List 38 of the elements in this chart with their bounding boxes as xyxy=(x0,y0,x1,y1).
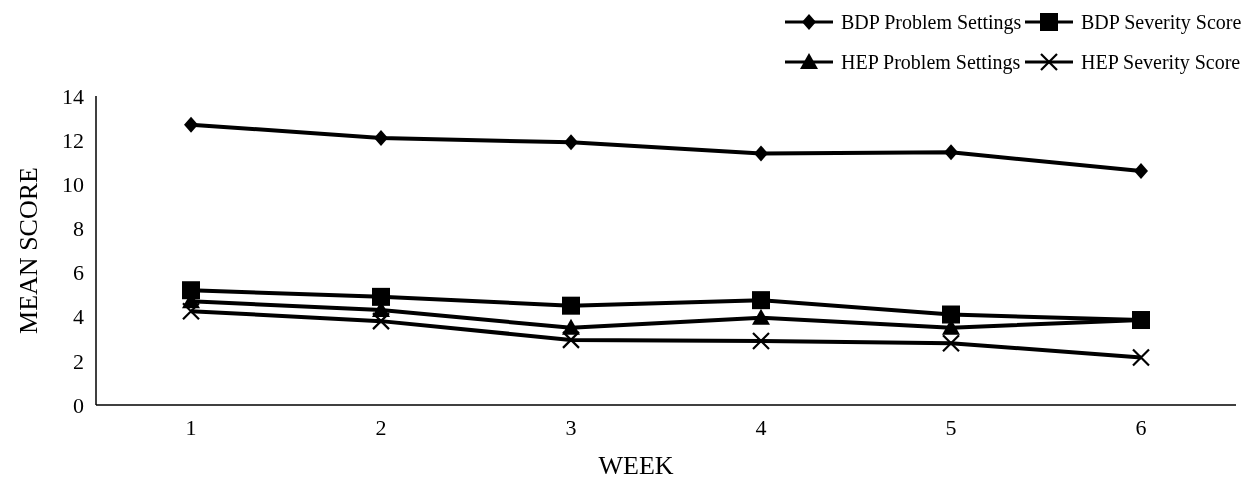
point xyxy=(181,302,201,321)
x-axis-title: WEEK xyxy=(598,451,674,480)
x-tick-label: 2 xyxy=(375,415,387,440)
y-tick-label: 6 xyxy=(73,260,84,286)
x-tick-label: 6 xyxy=(1135,415,1147,440)
point xyxy=(944,144,958,161)
point xyxy=(561,330,581,349)
y-tick-label: 8 xyxy=(73,216,84,242)
point xyxy=(942,305,960,324)
point xyxy=(564,134,578,151)
point xyxy=(941,334,961,353)
x-tick-label: 5 xyxy=(945,415,957,440)
point xyxy=(752,308,770,325)
legend-label: BDP Severity Score xyxy=(1081,11,1242,34)
y-tick-label: 2 xyxy=(73,348,84,374)
point xyxy=(751,331,771,351)
point xyxy=(752,291,770,310)
y-tick-label: 4 xyxy=(73,304,84,330)
point xyxy=(371,312,391,331)
point xyxy=(372,287,390,306)
y-tick-label: 10 xyxy=(62,171,84,197)
point xyxy=(1134,163,1148,180)
legend-label: HEP Problem Settings xyxy=(841,51,1021,74)
x-tick-label: 4 xyxy=(755,415,767,440)
y-axis-title: MEAN SCORE xyxy=(14,167,43,334)
point xyxy=(754,145,768,162)
y-tick-label: 0 xyxy=(73,392,84,418)
legend-label: HEP Severity Score xyxy=(1081,51,1241,74)
point xyxy=(374,129,388,146)
point xyxy=(184,116,198,133)
point xyxy=(562,296,580,315)
y-tick-label: 14 xyxy=(62,83,84,109)
x-tick-label: 1 xyxy=(185,415,197,440)
point xyxy=(182,281,200,300)
y-tick-label: 12 xyxy=(62,127,84,153)
legend-label: BDP Problem Settings xyxy=(841,11,1022,34)
x-tick-label: 3 xyxy=(565,415,577,440)
point xyxy=(1131,348,1151,367)
